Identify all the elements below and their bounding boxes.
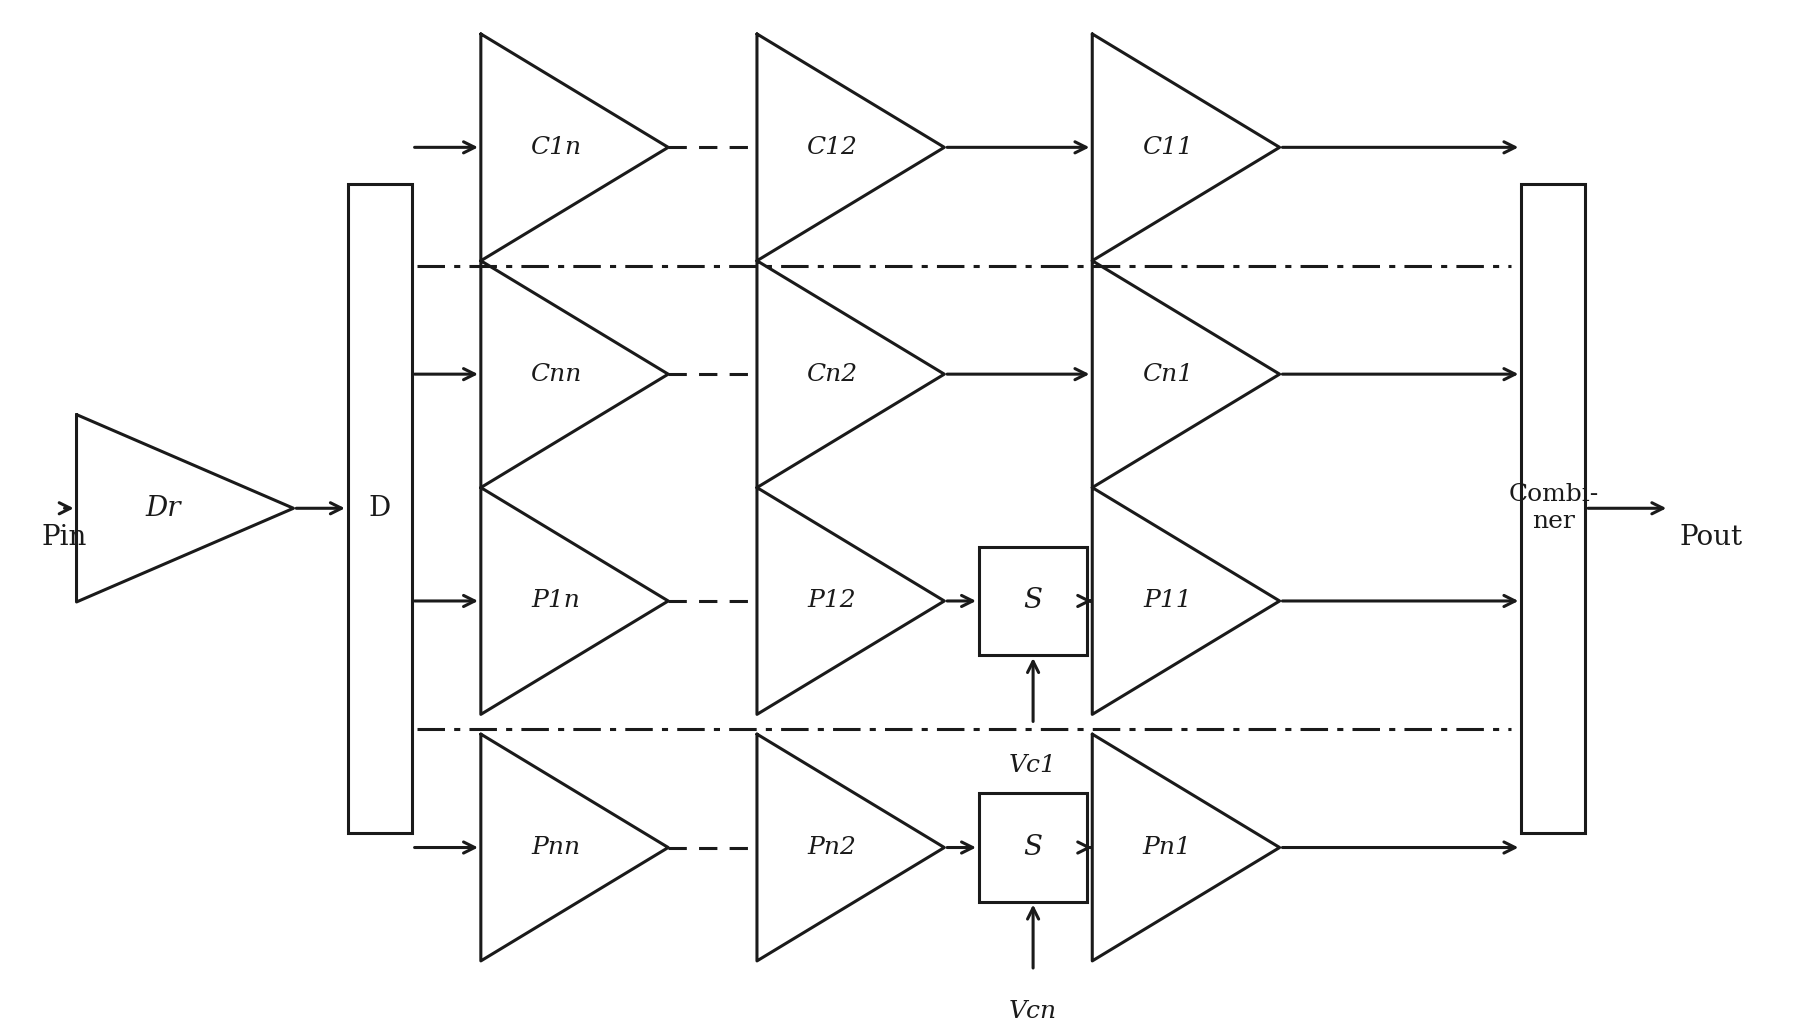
Bar xyxy=(980,794,1087,902)
Text: Combi-
ner: Combi- ner xyxy=(1509,483,1598,534)
Text: Cnn: Cnn xyxy=(529,363,581,386)
Text: Pin: Pin xyxy=(41,524,88,551)
Text: Dr: Dr xyxy=(145,494,181,522)
Text: Pnn: Pnn xyxy=(531,836,579,859)
Bar xyxy=(348,184,413,833)
Text: Cn1: Cn1 xyxy=(1141,363,1193,386)
Text: P1n: P1n xyxy=(531,589,579,613)
Text: C12: C12 xyxy=(807,136,858,159)
Text: D: D xyxy=(368,494,391,522)
Text: Pn2: Pn2 xyxy=(807,836,856,859)
Text: Vc1: Vc1 xyxy=(1010,754,1057,777)
Bar xyxy=(1521,184,1586,833)
Text: P11: P11 xyxy=(1143,589,1191,613)
Text: C1n: C1n xyxy=(531,136,581,159)
Text: S: S xyxy=(1024,587,1042,615)
Text: Cn2: Cn2 xyxy=(806,363,858,386)
Text: Pn1: Pn1 xyxy=(1143,836,1191,859)
Bar xyxy=(980,547,1087,655)
Text: Pout: Pout xyxy=(1679,524,1742,551)
Text: S: S xyxy=(1024,834,1042,861)
Text: C11: C11 xyxy=(1141,136,1193,159)
Text: P12: P12 xyxy=(807,589,856,613)
Text: Vcn: Vcn xyxy=(1008,1000,1057,1023)
